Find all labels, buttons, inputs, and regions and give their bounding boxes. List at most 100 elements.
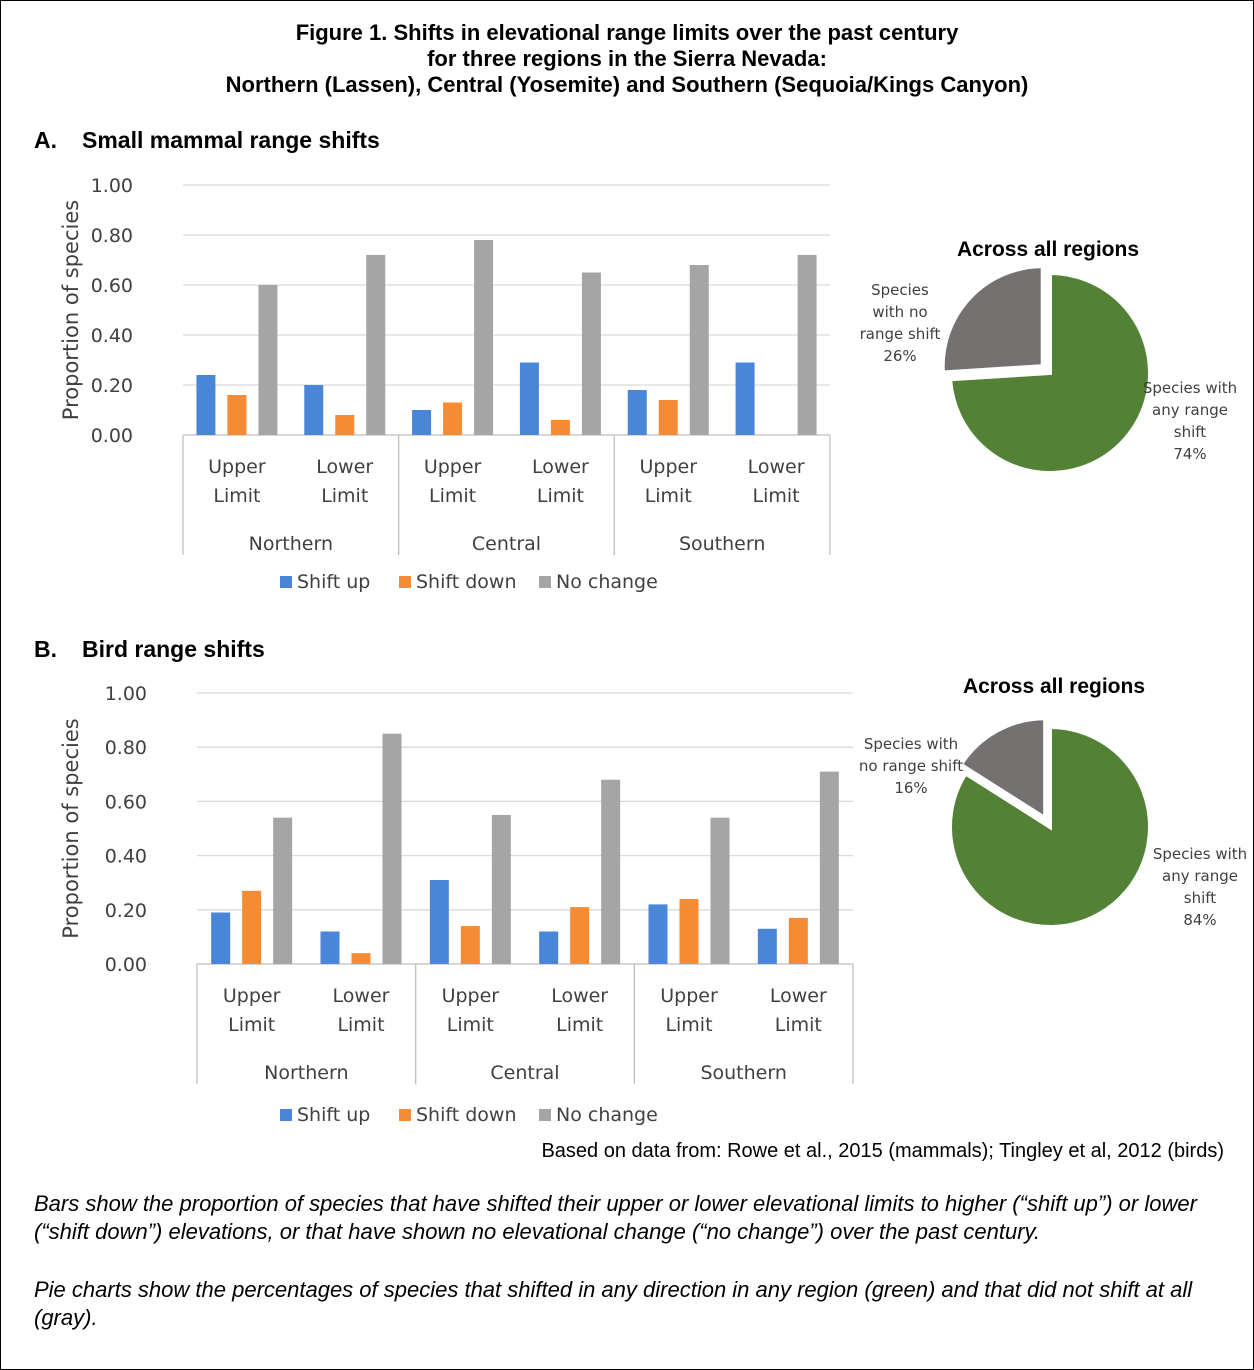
legend-swatch bbox=[399, 1109, 411, 1121]
legend-label: Shift down bbox=[416, 1104, 517, 1126]
legend-label: Shift down bbox=[416, 571, 517, 593]
y-tick-label: 0.60 bbox=[105, 791, 147, 813]
bar-shift-up bbox=[412, 410, 432, 435]
bar-shift-up bbox=[735, 362, 755, 435]
pie-title: Across all regions bbox=[957, 238, 1139, 261]
bar-shift-down bbox=[788, 917, 808, 964]
x-tick-label: Lower bbox=[532, 456, 589, 478]
legend-label: Shift up bbox=[297, 571, 370, 593]
figure-title-line-3: Northern (Lassen), Central (Yosemite) an… bbox=[225, 72, 1029, 97]
legend-swatch bbox=[539, 576, 551, 588]
bar-shift-up bbox=[429, 879, 449, 964]
legend-label: No change bbox=[556, 571, 658, 593]
group-label: Northern bbox=[249, 533, 333, 555]
x-tick-label: Limit bbox=[228, 1014, 275, 1036]
bar-no-change bbox=[273, 817, 293, 964]
pie-label: shift bbox=[1184, 889, 1217, 907]
bar-shift-down bbox=[242, 890, 262, 964]
bar-shift-up bbox=[519, 362, 539, 435]
x-tick-label: Limit bbox=[775, 1014, 822, 1036]
bar-no-change bbox=[366, 255, 386, 435]
pie-label: Species with bbox=[1143, 379, 1237, 397]
group-label: Southern bbox=[679, 533, 765, 555]
pie-label: any range bbox=[1152, 401, 1228, 419]
y-tick-label: 0.20 bbox=[105, 900, 147, 922]
x-tick-label: Limit bbox=[429, 485, 476, 507]
y-tick-label: 0.80 bbox=[105, 737, 147, 759]
y-tick-label: 0.40 bbox=[91, 325, 133, 347]
y-tick-label: 0.00 bbox=[91, 425, 133, 447]
bar-shift-up bbox=[320, 931, 340, 964]
pie-label: any range bbox=[1162, 867, 1238, 885]
x-tick-label: Limit bbox=[537, 485, 584, 507]
group-label: Northern bbox=[264, 1062, 348, 1084]
x-tick-label: Upper bbox=[223, 985, 281, 1007]
x-tick-label: Lower bbox=[333, 985, 390, 1007]
bar-no-change bbox=[581, 272, 601, 435]
x-tick-label: Limit bbox=[556, 1014, 603, 1036]
pie-slice-no-shift bbox=[957, 716, 1048, 822]
y-tick-label: 1.00 bbox=[91, 175, 133, 197]
bar-shift-down bbox=[570, 907, 590, 964]
x-tick-label: Limit bbox=[753, 485, 800, 507]
pie-label: Species bbox=[871, 281, 929, 299]
pie-label: Species with bbox=[864, 735, 958, 753]
bar-shift-down bbox=[658, 400, 678, 435]
y-tick-label: 0.40 bbox=[105, 846, 147, 868]
pie-title: Across all regions bbox=[963, 675, 1145, 698]
pie-label: 26% bbox=[883, 347, 916, 365]
section-b-title: Bird range shifts bbox=[82, 636, 265, 662]
bar-no-change bbox=[797, 255, 817, 435]
bar-shift-up bbox=[539, 931, 559, 964]
legend-swatch bbox=[399, 576, 411, 588]
bar-shift-up bbox=[211, 912, 231, 964]
y-axis-label: Proportion of species bbox=[59, 718, 83, 938]
y-tick-label: 0.80 bbox=[91, 225, 133, 247]
figure-title-line-2: for three regions in the Sierra Nevada: bbox=[427, 46, 827, 71]
data-source: Based on data from: Rowe et al., 2015 (m… bbox=[541, 1140, 1224, 1162]
pie-label: with no bbox=[872, 303, 927, 321]
pie-label: range shift bbox=[860, 325, 941, 343]
x-tick-label: Upper bbox=[442, 985, 500, 1007]
pie-label: no range shift bbox=[859, 757, 963, 775]
bar-no-change bbox=[601, 779, 621, 964]
bar-no-change bbox=[491, 814, 511, 964]
x-tick-label: Lower bbox=[316, 456, 373, 478]
bar-shift-down bbox=[335, 415, 355, 435]
group-label: Southern bbox=[700, 1062, 786, 1084]
pie-label: shift bbox=[1174, 423, 1207, 441]
x-tick-label: Limit bbox=[321, 485, 368, 507]
legend-swatch bbox=[280, 1109, 292, 1121]
bar-shift-up bbox=[757, 928, 777, 964]
legend-swatch bbox=[280, 576, 292, 588]
legend-swatch bbox=[539, 1109, 551, 1121]
pie-slice-shift bbox=[948, 270, 1152, 475]
x-tick-label: Upper bbox=[208, 456, 266, 478]
legend-label: Shift up bbox=[297, 1104, 370, 1126]
section-b-heading: B. Bird range shifts bbox=[34, 636, 265, 663]
bar-shift-down bbox=[351, 953, 371, 964]
y-tick-label: 0.20 bbox=[91, 375, 133, 397]
bar-shift-down bbox=[227, 395, 247, 435]
bar-no-change bbox=[689, 265, 709, 435]
bird-bar-chart: 0.00 0.20 0.40 0.60 0.80 1.00 Proportion of sp… bbox=[59, 683, 854, 1126]
x-tick-label: Limit bbox=[213, 485, 260, 507]
bar-shift-down bbox=[679, 898, 699, 964]
bar-no-change bbox=[710, 817, 730, 964]
bar-shift-up bbox=[196, 375, 216, 435]
legend-label: No change bbox=[556, 1104, 658, 1126]
x-tick-label: Lower bbox=[551, 985, 608, 1007]
x-tick-label: Upper bbox=[660, 985, 718, 1007]
x-tick-label: Lower bbox=[770, 985, 827, 1007]
section-a-title: Small mammal range shifts bbox=[82, 127, 380, 153]
section-b-letter: B. bbox=[34, 636, 57, 662]
mammal-pie-chart: Across all regions Species with any range s… bbox=[860, 238, 1237, 475]
pie-label: 84% bbox=[1183, 911, 1216, 929]
caption-pies: Pie charts show the percentages of speci… bbox=[34, 1277, 1193, 1330]
x-tick-label: Upper bbox=[424, 456, 482, 478]
y-tick-label: 0.00 bbox=[105, 954, 147, 976]
bar-shift-down bbox=[443, 402, 463, 435]
bar-no-change bbox=[258, 285, 278, 435]
pie-label: Species with bbox=[1153, 845, 1247, 863]
y-axis-label: Proportion of species bbox=[59, 200, 83, 420]
